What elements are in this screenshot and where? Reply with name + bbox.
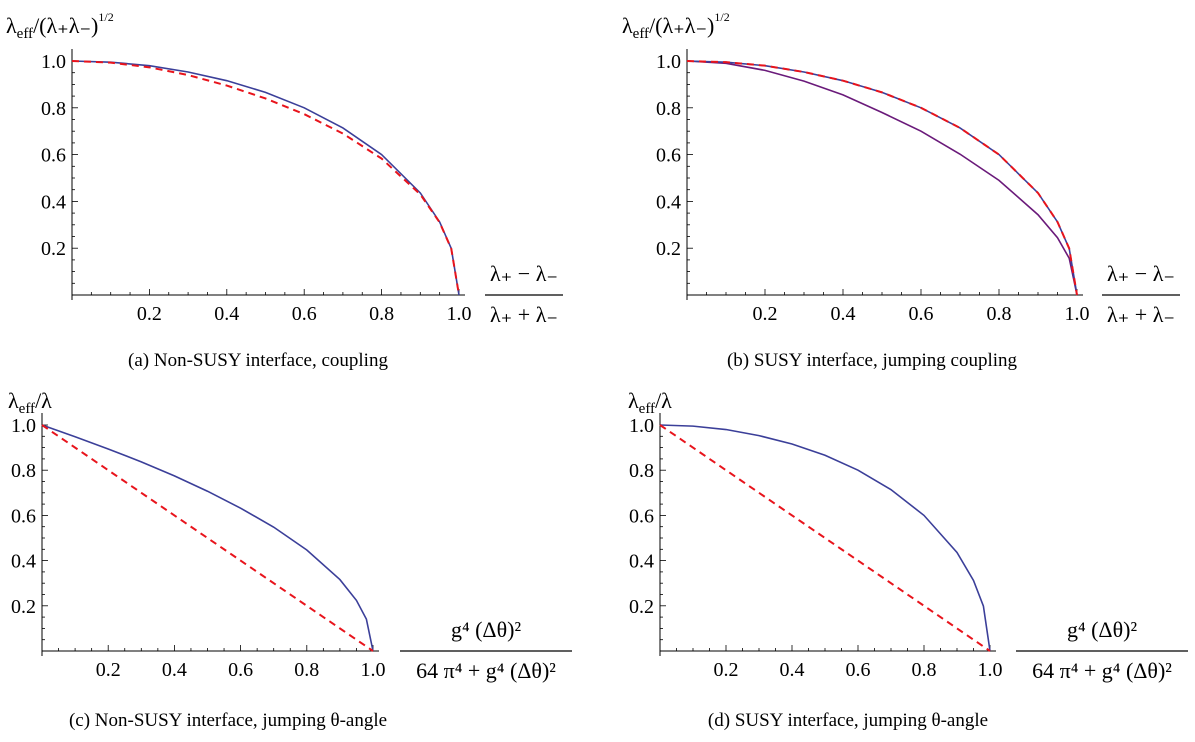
x-tick-label: 1.0 xyxy=(361,659,386,681)
x-label-denominator: λ₊ + λ₋ xyxy=(1107,302,1175,327)
x-tick-label: 1.0 xyxy=(1065,303,1090,325)
x-label-numerator: λ₊ − λ₋ xyxy=(1107,261,1175,286)
series-line-1 xyxy=(41,424,374,652)
y-axis-label: λeff/(λ₊λ₋)1/2 xyxy=(6,10,114,42)
y-tick-label: 0.2 xyxy=(41,238,66,260)
y-tick-label: 0.6 xyxy=(41,145,66,167)
y-tick-label: 1.0 xyxy=(41,51,66,73)
x-label-denominator: λ₊ + λ₋ xyxy=(490,302,558,327)
x-tick-label: 0.6 xyxy=(292,303,317,325)
x-tick-label: 0.4 xyxy=(780,659,805,681)
x-label-numerator: g⁴ (Δθ)² xyxy=(451,617,522,642)
chart-panel-0: 0.2 0.4 0.6 0.8 1.0 0.2 0.4 0.6 0.8 1.0 λeff/(λ₊λ₋… xyxy=(6,10,563,371)
y-tick-label: 0.2 xyxy=(656,238,681,260)
series-line-1 xyxy=(71,60,460,296)
y-tick-label: 0.8 xyxy=(11,460,36,482)
x-tick-label: 1.0 xyxy=(978,659,1003,681)
y-tick-label: 0.4 xyxy=(629,551,654,573)
x-tick-label: 0.6 xyxy=(846,659,871,681)
x-tick-label: 0.2 xyxy=(753,303,778,325)
y-axis-label: λeff/(λ₊λ₋)1/2 xyxy=(622,10,730,42)
y-tick-label: 0.4 xyxy=(41,191,66,213)
series-line-0 xyxy=(41,424,374,652)
x-tick-label: 0.2 xyxy=(96,659,121,681)
y-tick-label: 0.6 xyxy=(11,505,36,527)
y-tick-label: 0.4 xyxy=(656,191,681,213)
y-tick-label: 0.2 xyxy=(629,596,654,618)
series-line-1 xyxy=(686,60,1078,296)
series-line-1 xyxy=(659,424,991,652)
x-tick-label: 0.8 xyxy=(912,659,937,681)
x-tick-label: 0.8 xyxy=(294,659,319,681)
y-tick-label: 0.2 xyxy=(11,596,36,618)
caption: (d) SUSY interface, jumping θ-angle xyxy=(708,710,988,731)
y-tick-label: 0.8 xyxy=(656,98,681,120)
y-tick-label: 0.4 xyxy=(11,551,36,573)
x-tick-label: 0.6 xyxy=(228,659,253,681)
x-tick-label: 0.4 xyxy=(831,303,856,325)
x-tick-label: 0.4 xyxy=(214,303,239,325)
y-tick-label: 0.6 xyxy=(656,145,681,167)
caption: (c) Non-SUSY interface, jumping θ-angle xyxy=(69,710,387,731)
y-axis-label: λeff/λ xyxy=(8,388,52,417)
series-line-0 xyxy=(686,60,1078,296)
caption: (b) SUSY interface, jumping coupling xyxy=(727,350,1018,371)
x-tick-label: 1.0 xyxy=(447,303,472,325)
x-label-denominator: 64 π⁴ + g⁴ (Δθ)² xyxy=(1032,658,1172,683)
x-label-denominator: 64 π⁴ + g⁴ (Δθ)² xyxy=(416,658,556,683)
y-tick-label: 1.0 xyxy=(629,415,654,437)
x-tick-label: 0.8 xyxy=(369,303,394,325)
y-tick-label: 1.0 xyxy=(11,415,36,437)
series-line-2 xyxy=(686,60,1078,296)
y-tick-label: 0.6 xyxy=(629,505,654,527)
series-line-0 xyxy=(659,424,991,652)
y-axis-label: λeff/λ xyxy=(628,388,672,417)
x-tick-label: 0.8 xyxy=(987,303,1012,325)
y-tick-label: 1.0 xyxy=(656,51,681,73)
y-tick-label: 0.8 xyxy=(629,460,654,482)
chart-panel-1: 0.2 0.4 0.6 0.8 1.0 0.2 0.4 0.6 0.8 1.0 λeff/(λ₊λ₋… xyxy=(622,10,1180,371)
series-line-0 xyxy=(71,60,460,296)
x-tick-label: 0.6 xyxy=(909,303,934,325)
x-tick-label: 0.4 xyxy=(162,659,187,681)
caption: (a) Non-SUSY interface, coupling xyxy=(128,350,388,371)
x-label-numerator: g⁴ (Δθ)² xyxy=(1067,617,1138,642)
x-tick-label: 0.2 xyxy=(137,303,162,325)
y-tick-label: 0.8 xyxy=(41,98,66,120)
x-tick-label: 0.2 xyxy=(714,659,739,681)
x-label-numerator: λ₊ − λ₋ xyxy=(490,261,558,286)
